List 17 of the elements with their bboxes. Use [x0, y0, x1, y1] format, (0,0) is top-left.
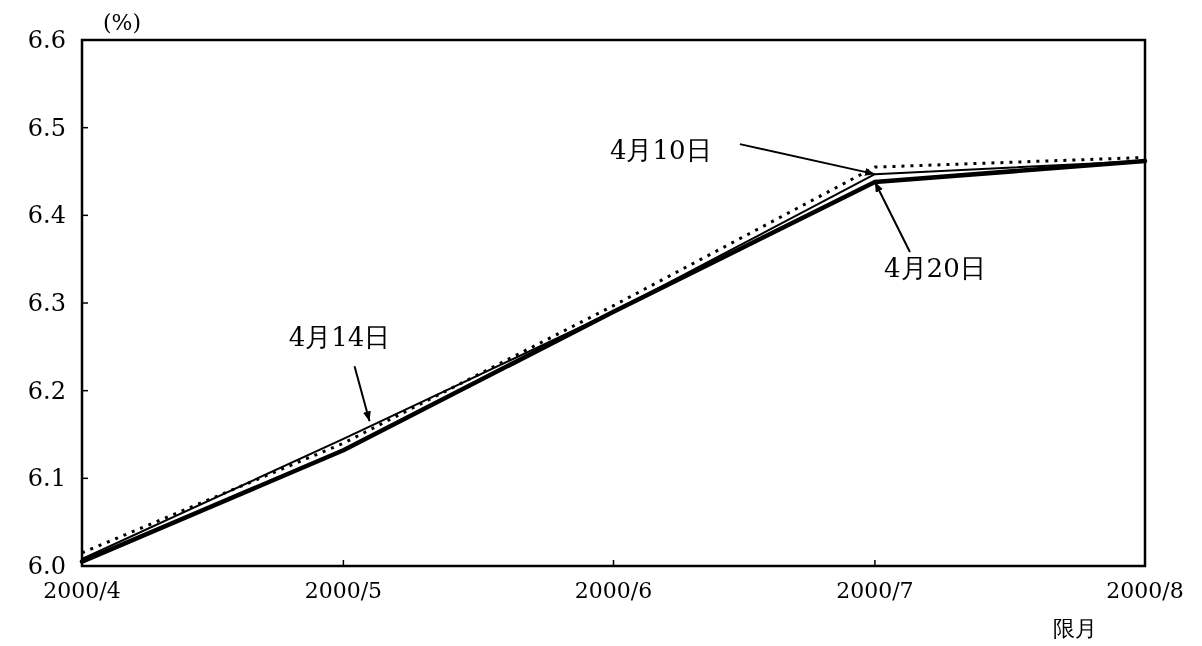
y-tick-label: 6.6: [27, 26, 66, 54]
y-tick-label: 6.1: [27, 464, 66, 493]
y-tick-label: 6.5: [27, 113, 66, 142]
x-tick-label: 2000/6: [574, 578, 653, 603]
annotation: 4月10日: [609, 135, 712, 166]
x-tick-label: 2000/4: [43, 578, 121, 603]
y-tick-label: 6.0: [27, 552, 66, 580]
x-tick-label: 2000/8: [1106, 578, 1184, 603]
y-tick-label: 6.3: [27, 289, 66, 317]
y-tick-label: 6.2: [27, 376, 66, 405]
y-tick-label: 6.4: [27, 201, 66, 230]
x-axis-title: 限月: [1053, 616, 1097, 641]
x-tick-label: 2000/5: [304, 578, 383, 603]
x-tick-label: 2000/7: [836, 578, 914, 603]
annotation: 4月14日: [288, 322, 391, 353]
annotation: 4月20日: [884, 253, 986, 284]
y-axis-title: (%): [102, 10, 142, 35]
